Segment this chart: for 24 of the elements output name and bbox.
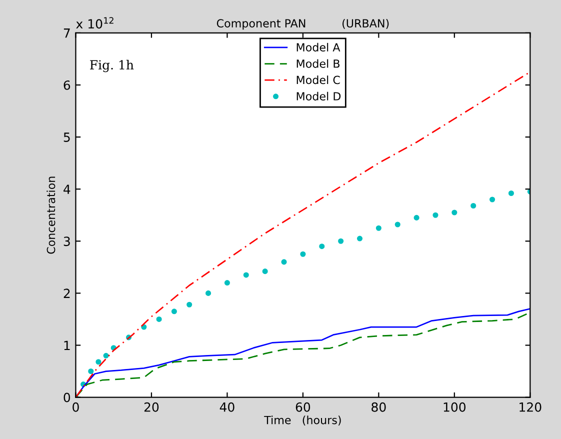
legend-label: Model A <box>296 42 340 52</box>
x-tick-label: 20 <box>144 402 159 412</box>
y-tick-label: 6 <box>64 80 70 90</box>
x-tick-label: 80 <box>372 402 386 412</box>
y-tick-label: 0 <box>64 392 70 402</box>
x-tick-label: 60 <box>296 402 310 412</box>
y-tick-label: 5 <box>64 132 70 142</box>
y-tick-label: 4 <box>64 184 70 194</box>
x-tick-label: 120 <box>520 402 542 412</box>
x-tick-label: 40 <box>220 402 234 412</box>
x-axis-title: Time (hours) <box>264 416 341 426</box>
y-tick-label: 3 <box>64 236 70 246</box>
legend-label: Model B <box>296 59 340 68</box>
x-tick-label: 100 <box>444 402 466 412</box>
annotation: Fig. 1h <box>90 60 134 72</box>
y-axis-title: Concentration <box>46 176 56 254</box>
x-tick-label: 0 <box>72 402 79 412</box>
legend-label: Model C <box>296 76 340 84</box>
y-tick-label: 1 <box>64 340 70 350</box>
legend-label: Model D <box>296 92 341 100</box>
text: x 10$^{12}$ <box>76 17 114 29</box>
chart-title: Component PAN (URBAN) <box>216 18 389 30</box>
y-tick-label: 7 <box>64 28 70 38</box>
y-tick-label: 2 <box>64 288 70 298</box>
